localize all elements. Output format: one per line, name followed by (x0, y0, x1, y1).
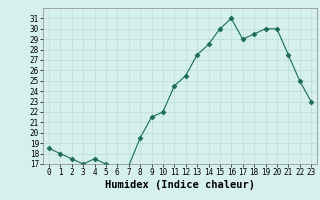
X-axis label: Humidex (Indice chaleur): Humidex (Indice chaleur) (105, 180, 255, 190)
